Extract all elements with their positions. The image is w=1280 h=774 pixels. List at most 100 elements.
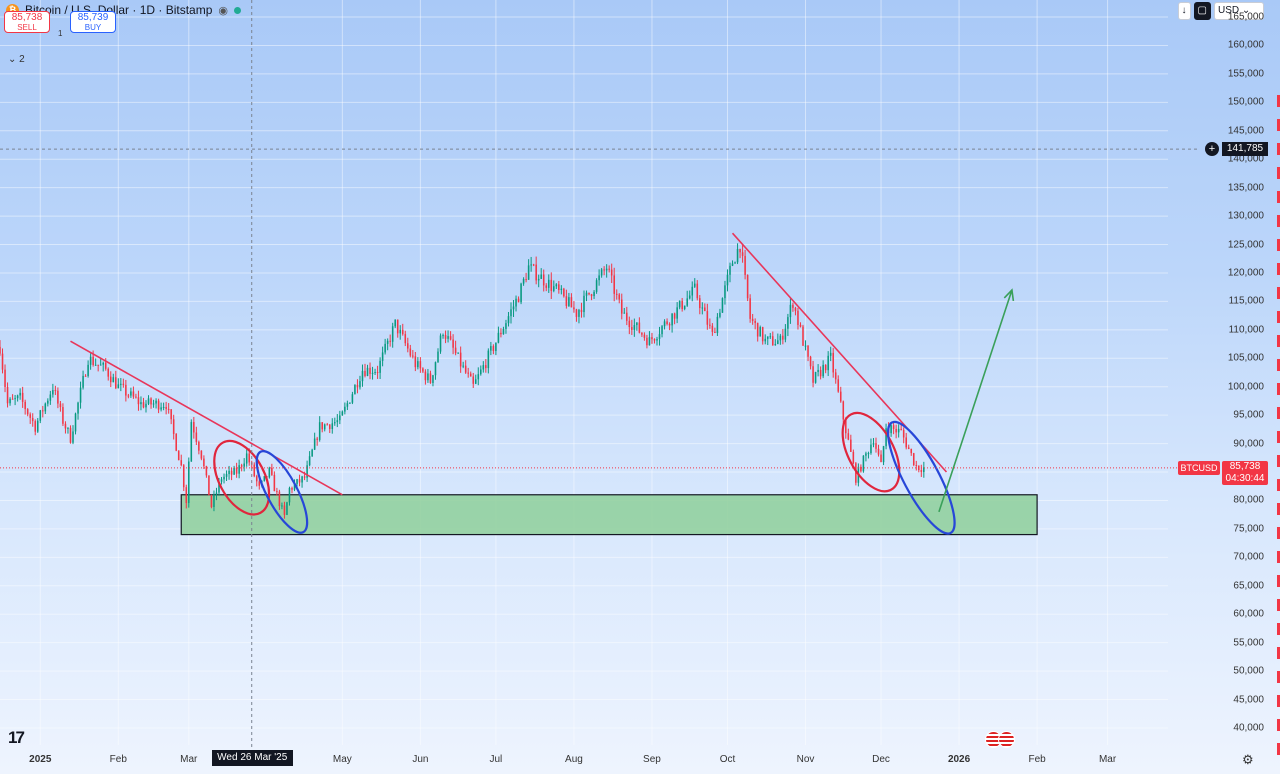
candle-body	[709, 324, 711, 326]
candle	[205, 465, 208, 478]
candle-body	[590, 294, 593, 297]
candle	[530, 256, 532, 272]
sell-button[interactable]: 85,738 SELL	[4, 11, 50, 33]
candle-body	[547, 279, 550, 288]
candle-body	[656, 338, 658, 341]
candle-body	[834, 372, 837, 380]
x-tick-label: 2025	[29, 754, 52, 765]
candle-body	[318, 422, 321, 440]
candle	[482, 361, 485, 373]
candle	[643, 332, 646, 341]
candle-body	[454, 347, 457, 354]
candle	[331, 418, 334, 434]
candle	[130, 387, 132, 398]
eye-off-icon[interactable]: ◉	[218, 4, 228, 17]
candle-body	[749, 298, 751, 319]
candle-body	[137, 397, 140, 405]
candle-body	[150, 398, 152, 405]
candle-body	[701, 307, 704, 309]
candle-body	[570, 297, 573, 308]
candle-body	[175, 433, 177, 451]
candle	[419, 357, 422, 373]
indicators-toggle[interactable]: ⌄ 2	[8, 54, 25, 65]
candle	[359, 375, 361, 390]
download-icon[interactable]: ↓	[1177, 2, 1191, 20]
candle-body	[807, 345, 809, 357]
candle	[29, 412, 31, 424]
screenshot-icon[interactable]: ▢	[1193, 2, 1211, 20]
candle	[386, 338, 389, 351]
candle	[190, 419, 193, 462]
drawing-annotations[interactable]	[70, 232, 1015, 541]
candle	[789, 297, 792, 324]
candle	[459, 346, 462, 373]
candle-body	[842, 401, 845, 420]
us-flag-icon[interactable]	[998, 731, 1015, 748]
candle-body	[613, 275, 615, 294]
buy-button[interactable]: 85,739 BUY	[70, 11, 116, 33]
candle-body	[527, 265, 530, 280]
candle	[648, 331, 651, 346]
candle-body	[870, 444, 872, 454]
candle-body	[683, 305, 686, 310]
tradingview-logo[interactable]: 17	[8, 728, 25, 747]
add-alert-plus-icon[interactable]: +	[1205, 142, 1219, 157]
candle-body	[865, 453, 867, 456]
candle-body	[900, 428, 902, 430]
candle	[676, 302, 678, 324]
candle-body	[540, 274, 542, 279]
candle-body	[361, 370, 364, 382]
candle-body	[36, 420, 39, 432]
candle	[719, 308, 721, 319]
currency-select[interactable]: USD ⌄	[1214, 2, 1264, 20]
candle	[522, 277, 525, 286]
candle-body	[663, 321, 666, 327]
sell-label: SELL	[17, 23, 37, 32]
candle	[613, 267, 615, 302]
candle	[668, 322, 671, 331]
candle	[42, 405, 44, 418]
candle-body	[626, 312, 628, 321]
candle-body	[205, 466, 208, 476]
candle	[94, 358, 97, 366]
candle	[104, 358, 107, 371]
candle-body	[699, 298, 701, 309]
candle-body	[600, 269, 603, 276]
settings-gear-icon[interactable]: ⚙	[1242, 752, 1254, 767]
candle	[444, 330, 447, 344]
candle-body	[746, 274, 749, 299]
candle	[865, 451, 867, 462]
candle	[215, 487, 218, 501]
support-zone[interactable]	[180, 494, 1038, 536]
candle	[135, 393, 137, 399]
y-tick-label: 115,000	[1228, 295, 1264, 307]
candle	[49, 390, 52, 405]
candle-body	[298, 479, 301, 483]
y-tick-label: 100,000	[1227, 381, 1264, 393]
candle	[288, 486, 291, 506]
candle-body	[480, 369, 482, 375]
candle-body	[648, 337, 651, 346]
candle	[638, 317, 641, 334]
economic-events[interactable]	[985, 731, 1015, 748]
candle	[568, 292, 570, 307]
candle-body	[115, 377, 117, 389]
candle	[67, 427, 69, 434]
candle-body	[744, 255, 746, 275]
buy-label: BUY	[84, 23, 102, 32]
candle-body	[414, 356, 417, 368]
candle	[112, 373, 115, 383]
candle	[102, 361, 104, 372]
candle-body	[316, 438, 318, 440]
symbol-title[interactable]: Bitcoin / U.S. Dollar · 1D · Bitstamp	[25, 3, 213, 17]
candle	[855, 461, 857, 486]
candle	[832, 348, 834, 378]
candle-body	[761, 327, 764, 342]
candle	[741, 244, 744, 263]
candle	[404, 330, 407, 347]
candle-body	[432, 375, 434, 383]
candle	[77, 401, 79, 420]
candle	[19, 388, 21, 400]
candle	[454, 340, 457, 356]
